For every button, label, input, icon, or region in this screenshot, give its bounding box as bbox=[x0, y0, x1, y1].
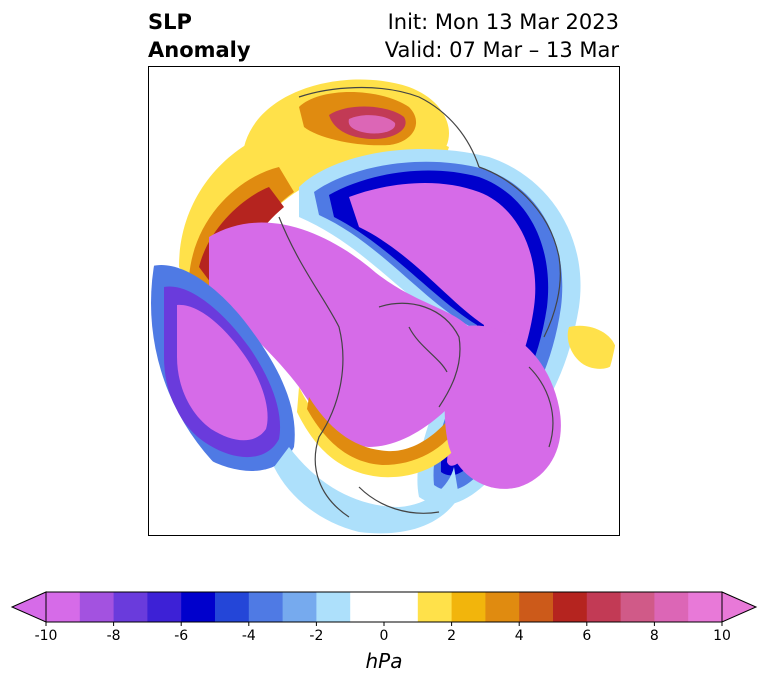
colorbar-tick-label: -2 bbox=[309, 628, 324, 644]
colorbar-label: hPa bbox=[365, 649, 403, 673]
colorbar-tick-label: 4 bbox=[514, 628, 524, 644]
title-variable: SLP bbox=[148, 10, 192, 34]
valid-range: Valid: 07 Mar – 13 Mar bbox=[384, 38, 619, 62]
colorbar-tick-label: 6 bbox=[582, 628, 592, 644]
colorbar-bin bbox=[282, 592, 317, 622]
colorbar-bin bbox=[485, 592, 520, 622]
colorbar-bin bbox=[113, 592, 148, 622]
colorbar-bin bbox=[181, 592, 216, 622]
colorbar-tick-label: 2 bbox=[447, 628, 457, 644]
map-title: SLP Anomaly bbox=[148, 8, 251, 64]
colorbar-bin bbox=[451, 592, 486, 622]
colorbar-bin bbox=[417, 592, 453, 622]
colorbar-bin bbox=[79, 592, 115, 622]
coastlines bbox=[278, 86, 561, 518]
title-anomaly: Anomaly bbox=[148, 38, 251, 62]
colorbar-tick-label: 0 bbox=[379, 628, 389, 644]
colorbar bbox=[10, 590, 758, 630]
colorbar-bin bbox=[350, 592, 385, 622]
slp-anomaly-map bbox=[151, 69, 619, 535]
colorbar-bin bbox=[215, 592, 250, 622]
colorbar-bin bbox=[688, 592, 723, 622]
colorbar-bin bbox=[620, 592, 655, 622]
colorbar-bin bbox=[316, 592, 351, 622]
map-subtitle: Init: Mon 13 Mar 2023 Valid: 07 Mar – 13… bbox=[385, 8, 619, 64]
colorbar-bin bbox=[248, 592, 284, 622]
colorbar-bin bbox=[654, 592, 689, 622]
colorbar-tick-label: 10 bbox=[713, 628, 731, 644]
colorbar-tick-label: -10 bbox=[34, 628, 58, 644]
colorbar-tick-label: 8 bbox=[649, 628, 659, 644]
colorbar-extend-low bbox=[10, 591, 47, 623]
colorbar-extend-high bbox=[721, 591, 758, 623]
atlantic-low bbox=[444, 325, 561, 489]
map-panel bbox=[148, 66, 620, 536]
colorbar-tick-label: -4 bbox=[241, 628, 256, 644]
colorbar-tick-label: -8 bbox=[106, 628, 121, 644]
colorbar-bin bbox=[553, 592, 588, 622]
colorbar-bin bbox=[46, 592, 81, 622]
colorbar-bin bbox=[384, 592, 419, 622]
colorbar-scale bbox=[10, 591, 758, 626]
ridge-yellow bbox=[179, 123, 449, 317]
colorbar-bin bbox=[519, 592, 554, 622]
colorbar-bin bbox=[147, 592, 182, 622]
init-date: Init: Mon 13 Mar 2023 bbox=[387, 10, 619, 34]
colorbar-tick-label: -6 bbox=[174, 628, 189, 644]
colorbar-bin bbox=[586, 592, 622, 622]
